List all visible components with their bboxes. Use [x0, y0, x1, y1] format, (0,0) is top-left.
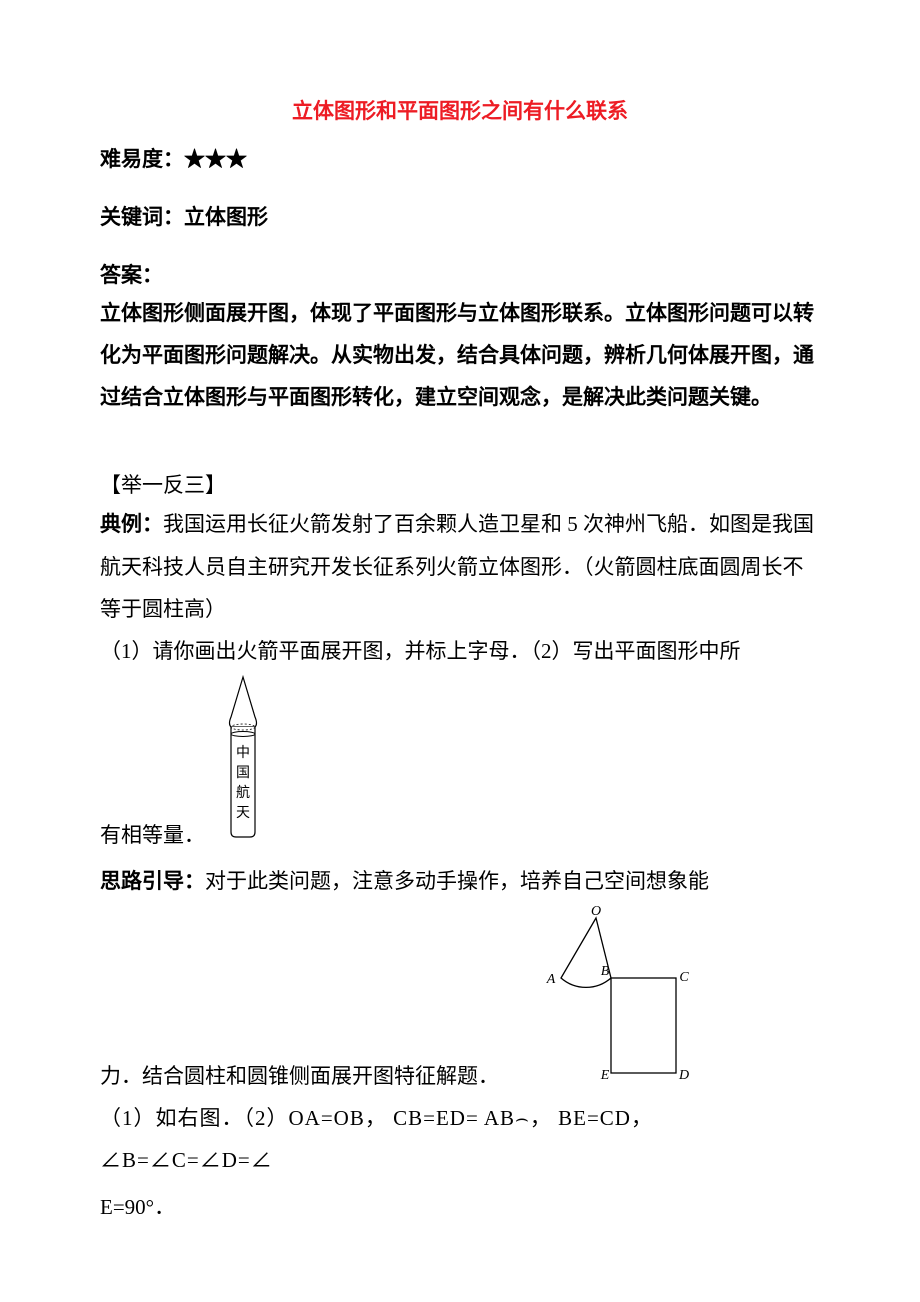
svg-text:中: 中 — [236, 745, 250, 761]
example-intro: 典例：我国运用长征火箭发射了百余颗人造卫星和 5 次神州飞船．如图是我国航天科技… — [100, 503, 820, 630]
difficulty-stars: ★★★ — [184, 148, 247, 171]
svg-text:国: 国 — [236, 766, 250, 781]
label-D: D — [678, 1068, 689, 1083]
example-question-tail: 有相等量． — [100, 814, 205, 856]
label-C: C — [679, 970, 689, 985]
label-O: O — [591, 904, 601, 919]
label-E: E — [600, 1068, 610, 1083]
answer-body: 立体图形侧面展开图，体现了平面图形与立体图形联系。立体图形问题可以转化为平面图形… — [100, 293, 820, 419]
rocket-illustration-line: 有相等量． 中 国 航 天 — [100, 672, 820, 856]
solution-tail: E=90°． — [100, 1181, 820, 1234]
keyword-value: 立体图形 — [184, 206, 268, 229]
page-title: 立体图形和平面图形之间有什么联系 — [100, 95, 820, 125]
keyword-label: 关键词： — [100, 206, 184, 229]
svg-text:航: 航 — [236, 785, 250, 801]
keyword-line: 关键词：立体图形 — [100, 201, 820, 231]
answer-label: 答案： — [100, 259, 820, 289]
difficulty-line: 难易度：★★★ — [100, 143, 820, 173]
example-section-label: 【举一反三】 — [100, 469, 820, 499]
diagram-line: 力．结合圆柱和圆锥侧面展开图特征解题． O A B C D E — [100, 903, 820, 1097]
unfold-diagram-icon: O A B C D E — [511, 903, 701, 1097]
example-intro-text: 我国运用长征火箭发射了百余颗人造卫星和 5 次神州飞船．如图是我国航天科技人员自… — [100, 512, 814, 621]
label-A: A — [546, 972, 556, 987]
difficulty-label: 难易度： — [100, 148, 184, 171]
example-label: 典例： — [100, 513, 163, 536]
guidance-text: 对于此类问题，注意多动手操作，培养自己空间想象能 — [205, 869, 709, 893]
solution-line: （1）如右图．（2）OA=OB， CB=ED= AB⌢， BE=CD，∠B=∠C… — [100, 1097, 820, 1181]
guidance-label: 思路引导： — [100, 870, 205, 893]
rocket-icon: 中 国 航 天 — [213, 672, 273, 856]
example-question-1: （1）请你画出火箭平面展开图，并标上字母．（2）写出平面图形中所 — [100, 630, 820, 672]
label-B: B — [601, 964, 610, 979]
guidance-tail: 力．结合圆柱和圆锥侧面展开图特征解题． — [100, 1055, 499, 1097]
svg-text:天: 天 — [236, 806, 250, 821]
guidance-line: 思路引导：对于此类问题，注意多动手操作，培养自己空间想象能 — [100, 860, 820, 903]
